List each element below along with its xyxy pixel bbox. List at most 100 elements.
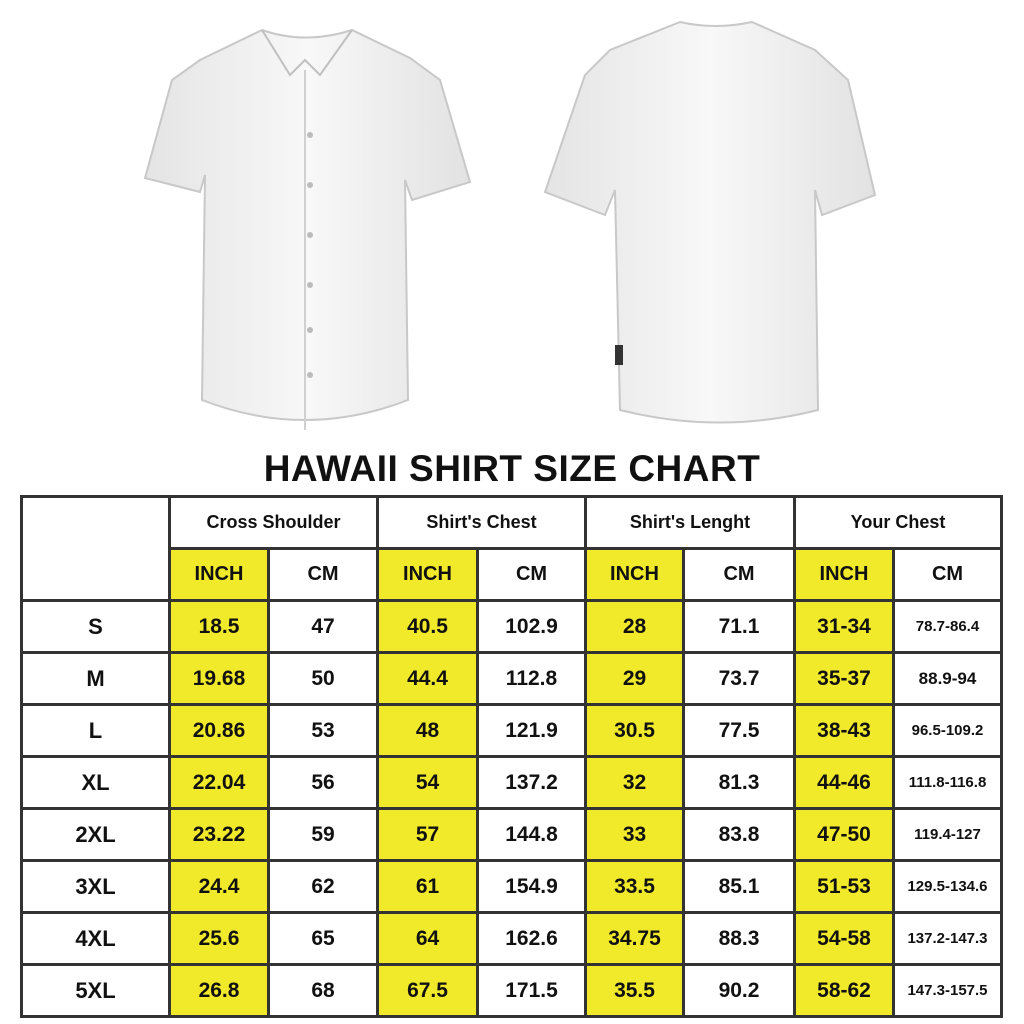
cm-cell: 83.8 — [682, 807, 796, 862]
size-label: 4XL — [20, 911, 171, 966]
table-row: 3XL 24.4 62 61 154.9 33.5 85.1 51-53 129.5-134.6 — [20, 859, 1003, 914]
size-label: 2XL — [20, 807, 171, 862]
table-row: S 18.5 47 40.5 102.9 28 71.1 31-34 78.7-86.4 — [20, 599, 1003, 654]
inch-cell: 19.68 — [168, 651, 270, 706]
inch-cell: 40.5 — [376, 599, 479, 654]
cm-cell: 144.8 — [476, 807, 587, 862]
inch-cell: 26.8 — [168, 963, 270, 1018]
unit-header-inch: INCH — [168, 547, 270, 602]
cm-cell: 88.3 — [682, 911, 796, 966]
group-header: Cross Shoulder — [168, 495, 379, 550]
cm-cell: 121.9 — [476, 703, 587, 758]
inch-cell: 18.5 — [168, 599, 270, 654]
unit-header-cm: CM — [267, 547, 379, 602]
cm-cell: 162.6 — [476, 911, 587, 966]
inch-cell: 33.5 — [584, 859, 685, 914]
corner-cell — [20, 495, 171, 602]
cm-cell: 96.5-109.2 — [892, 703, 1003, 758]
group-header: Shirt's Chest — [376, 495, 587, 550]
unit-header-inch: INCH — [584, 547, 685, 602]
table-row: L 20.86 53 48 121.9 30.5 77.5 38-43 96.5-109.2 — [20, 703, 1003, 758]
size-label: L — [20, 703, 171, 758]
cm-cell: 71.1 — [682, 599, 796, 654]
cm-cell: 171.5 — [476, 963, 587, 1018]
inch-cell: 67.5 — [376, 963, 479, 1018]
cm-cell: 81.3 — [682, 755, 796, 810]
unit-header-inch: INCH — [793, 547, 895, 602]
inch-cell: 35.5 — [584, 963, 685, 1018]
inch-cell: 25.6 — [168, 911, 270, 966]
cm-cell: 137.2 — [476, 755, 587, 810]
cm-cell: 88.9-94 — [892, 651, 1003, 706]
cm-cell: 78.7-86.4 — [892, 599, 1003, 654]
cm-cell: 137.2-147.3 — [892, 911, 1003, 966]
cm-cell: 129.5-134.6 — [892, 859, 1003, 914]
shirt-images — [143, 20, 877, 430]
group-header: Shirt's Lenght — [584, 495, 796, 550]
group-header-row: Cross Shoulder Shirt's Chest Shirt's Lengh… — [20, 495, 1003, 602]
size-label: XL — [20, 755, 171, 810]
inch-cell: 32 — [584, 755, 685, 810]
inch-cell: 51-53 — [793, 859, 895, 914]
inch-cell: 61 — [376, 859, 479, 914]
cm-cell: 65 — [267, 911, 379, 966]
table-row: M 19.68 50 44.4 112.8 29 73.7 35-37 88.9-94 — [20, 651, 1003, 706]
unit-header-row: INCH CM INCH CM INCH CM INCH CM — [22, 547, 1003, 602]
inch-cell: 47-50 — [793, 807, 895, 862]
inch-cell: 44-46 — [793, 755, 895, 810]
unit-header-inch: INCH — [376, 547, 479, 602]
cm-cell: 85.1 — [682, 859, 796, 914]
inch-cell: 30.5 — [584, 703, 685, 758]
inch-cell: 58-62 — [793, 963, 895, 1018]
group-header: Your Chest — [793, 495, 1003, 550]
inch-cell: 48 — [376, 703, 479, 758]
inch-cell: 24.4 — [168, 859, 270, 914]
table-row: XL 22.04 56 54 137.2 32 81.3 44-46 111.8-116.8 — [20, 755, 1003, 810]
size-label: 5XL — [20, 963, 171, 1018]
inch-cell: 22.04 — [168, 755, 270, 810]
cm-cell: 90.2 — [682, 963, 796, 1018]
table-row: 4XL 25.6 65 64 162.6 34.75 88.3 54-58 137.2-147.… — [20, 911, 1003, 966]
inch-cell: 20.86 — [168, 703, 270, 758]
shirt-front-image — [143, 28, 472, 430]
cm-cell: 62 — [267, 859, 379, 914]
unit-header-cm: CM — [476, 547, 587, 602]
cm-cell: 77.5 — [682, 703, 796, 758]
cm-cell: 56 — [267, 755, 379, 810]
inch-cell: 44.4 — [376, 651, 479, 706]
size-label: 3XL — [20, 859, 171, 914]
inch-cell: 23.22 — [168, 807, 270, 862]
cm-cell: 73.7 — [682, 651, 796, 706]
inch-cell: 57 — [376, 807, 479, 862]
inch-cell: 64 — [376, 911, 479, 966]
chart-title: HAWAII SHIRT SIZE CHART — [263, 448, 761, 489]
cm-cell: 68 — [267, 963, 379, 1018]
cm-cell: 154.9 — [476, 859, 587, 914]
size-chart-table: Cross Shoulder Shirt's Chest Shirt's Lengh… — [20, 495, 1003, 1018]
cm-cell: 102.9 — [476, 599, 587, 654]
inch-cell: 31-34 — [793, 599, 895, 654]
inch-cell: 35-37 — [793, 651, 895, 706]
unit-header-cm: CM — [682, 547, 796, 602]
inch-cell: 54-58 — [793, 911, 895, 966]
inch-cell: 28 — [584, 599, 685, 654]
shirt-back-image — [543, 20, 877, 424]
inch-cell: 38-43 — [793, 703, 895, 758]
cm-cell: 111.8-116.8 — [892, 755, 1003, 810]
cm-cell: 47 — [267, 599, 379, 654]
size-label: M — [20, 651, 171, 706]
cm-cell: 59 — [267, 807, 379, 862]
inch-cell: 34.75 — [584, 911, 685, 966]
size-label: S — [20, 599, 171, 654]
inch-cell: 54 — [376, 755, 479, 810]
cm-cell: 112.8 — [476, 651, 587, 706]
cm-cell: 119.4-127 — [892, 807, 1003, 862]
table-row: 2XL 23.22 59 57 144.8 33 83.8 47-50 119.4-127 — [20, 807, 1003, 862]
inch-cell: 29 — [584, 651, 685, 706]
unit-header-cm: CM — [892, 547, 1003, 602]
cm-cell: 50 — [267, 651, 379, 706]
table-row: 5XL 26.8 68 67.5 171.5 35.5 90.2 58-62 147.3-157… — [20, 963, 1003, 1018]
cm-cell: 53 — [267, 703, 379, 758]
cm-cell: 147.3-157.5 — [892, 963, 1003, 1018]
inch-cell: 33 — [584, 807, 685, 862]
